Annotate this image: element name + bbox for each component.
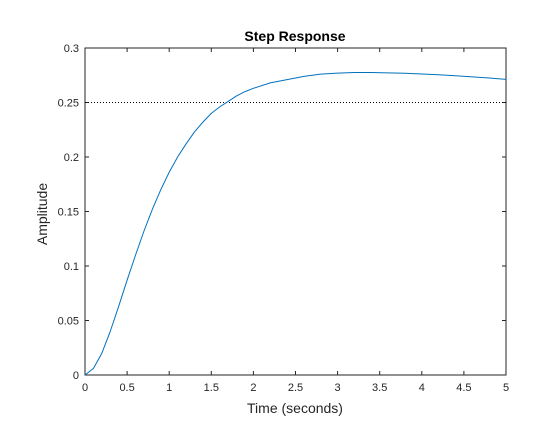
y-axis-label: Amplitude	[34, 183, 50, 245]
y-tick-label: 0.1	[64, 261, 79, 273]
x-tick-label: 4.5	[456, 382, 471, 394]
x-axis-label: Time (seconds)	[247, 400, 343, 416]
y-tick-label: 0.25	[58, 98, 79, 110]
x-tick-label: 3	[335, 382, 341, 394]
y-tick-label: 0.05	[58, 316, 79, 328]
x-tick-label: 0.5	[119, 382, 134, 394]
x-tick-label: 5	[503, 382, 509, 394]
x-tick-label: 1	[166, 382, 172, 394]
x-tick-label: 3.5	[372, 382, 387, 394]
y-tick-label: 0	[73, 370, 79, 382]
step-response-line	[84, 72, 507, 376]
chart-title: Step Response	[244, 28, 345, 44]
y-tick-label: 0.15	[58, 207, 79, 219]
x-tick-label: 0	[82, 382, 88, 394]
x-tick-label: 4	[419, 382, 425, 394]
x-tick-label: 2	[250, 382, 256, 394]
plot-area	[84, 47, 507, 376]
x-tick-label: 1.5	[204, 382, 219, 394]
y-tick-label: 0.3	[64, 43, 79, 55]
x-tick-label: 2.5	[288, 382, 303, 394]
y-tick-label: 0.2	[64, 152, 79, 164]
plot-layer: 0 0.5 1 1.5 2 2.5 3 3.5 4 4.5 5 0 0.05 0.1 0.15 0.2 0.25…	[58, 43, 509, 394]
